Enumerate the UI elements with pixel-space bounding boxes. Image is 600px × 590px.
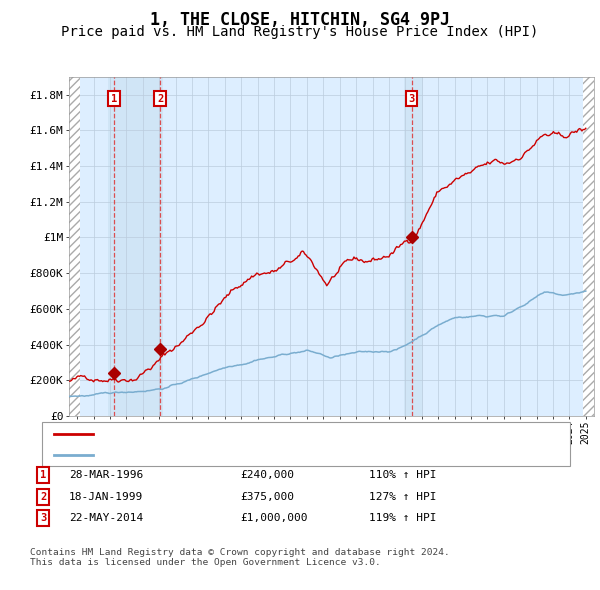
Bar: [404, 77, 424, 416]
Text: 3: 3: [409, 94, 415, 104]
Text: Price paid vs. HM Land Registry's House Price Index (HPI): Price paid vs. HM Land Registry's House …: [61, 25, 539, 40]
Text: 22-MAY-2014: 22-MAY-2014: [69, 513, 143, 523]
Text: 28-MAR-1996: 28-MAR-1996: [69, 470, 143, 480]
Text: 1, THE CLOSE, HITCHIN, SG4 9PJ: 1, THE CLOSE, HITCHIN, SG4 9PJ: [150, 11, 450, 29]
Text: 110% ↑ HPI: 110% ↑ HPI: [369, 470, 437, 480]
Text: Contains HM Land Registry data © Crown copyright and database right 2024.
This d: Contains HM Land Registry data © Crown c…: [30, 548, 450, 567]
Text: HPI: Average price, detached house, North Hertfordshire: HPI: Average price, detached house, Nort…: [97, 450, 441, 460]
Bar: [583, 77, 594, 416]
Text: 127% ↑ HPI: 127% ↑ HPI: [369, 492, 437, 502]
Text: 119% ↑ HPI: 119% ↑ HPI: [369, 513, 437, 523]
Text: £1,000,000: £1,000,000: [240, 513, 308, 523]
Text: 1: 1: [111, 94, 117, 104]
Text: 2: 2: [157, 94, 163, 104]
Text: 2: 2: [40, 492, 46, 502]
Text: 1: 1: [40, 470, 46, 480]
Text: 3: 3: [40, 513, 46, 523]
Text: £240,000: £240,000: [240, 470, 294, 480]
Text: 1, THE CLOSE, HITCHIN, SG4 9PJ (detached house): 1, THE CLOSE, HITCHIN, SG4 9PJ (detached…: [97, 430, 391, 439]
Text: 18-JAN-1999: 18-JAN-1999: [69, 492, 143, 502]
Bar: [69, 77, 80, 416]
Bar: [109, 77, 163, 416]
Text: £375,000: £375,000: [240, 492, 294, 502]
